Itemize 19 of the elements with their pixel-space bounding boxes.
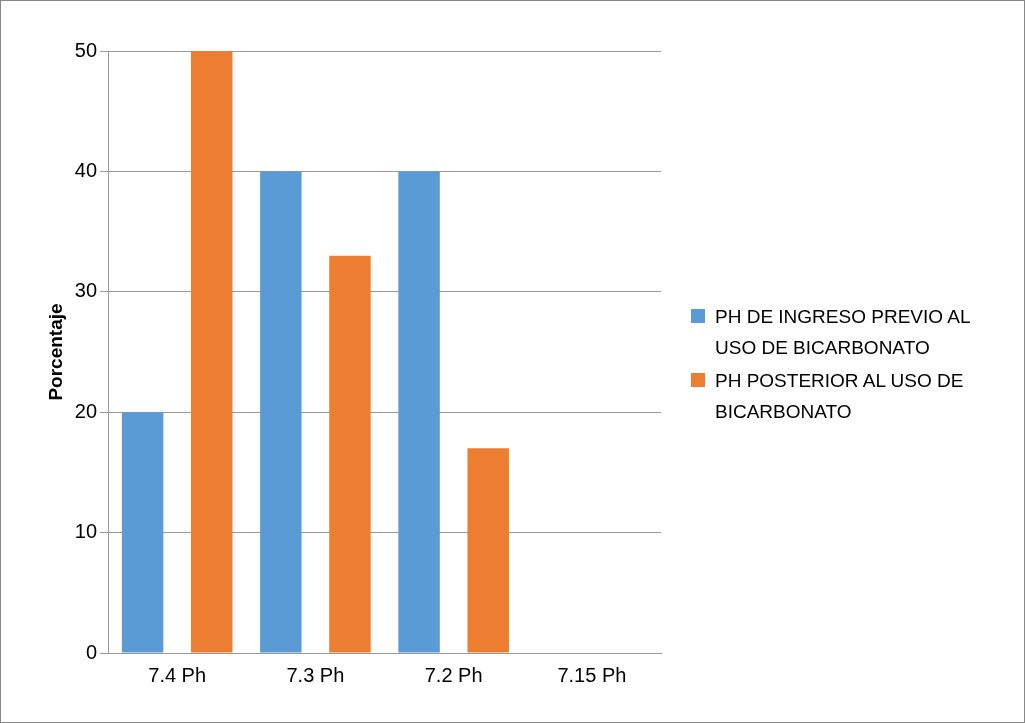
x-tick-label: 7.2 Ph [424,663,483,686]
bar [398,171,440,653]
x-tick-label: 7.15 Ph [557,663,627,686]
y-axis-title: Porcentaje [44,303,66,401]
bar [260,171,302,653]
y-tick-label: 20 [74,399,98,422]
bar [467,448,509,653]
legend-label: PH DE INGRESO PREVIO AL USO DE BICARBONATO [715,305,971,360]
x-tick-label: 7.3 Ph [286,663,345,686]
legend-label: PH POSTERIOR AL USO DE BICARBONATO [715,369,965,424]
x-tick-label: 7.4 Ph [148,663,207,686]
bar [329,255,371,653]
y-tick-label: 10 [74,520,98,543]
y-tick-label: 30 [74,279,98,302]
bar [190,51,233,653]
y-tick-label: 50 [74,38,98,61]
y-tick-label: 0 [85,640,98,663]
y-tick-label: 40 [74,158,98,181]
bar [121,412,164,653]
